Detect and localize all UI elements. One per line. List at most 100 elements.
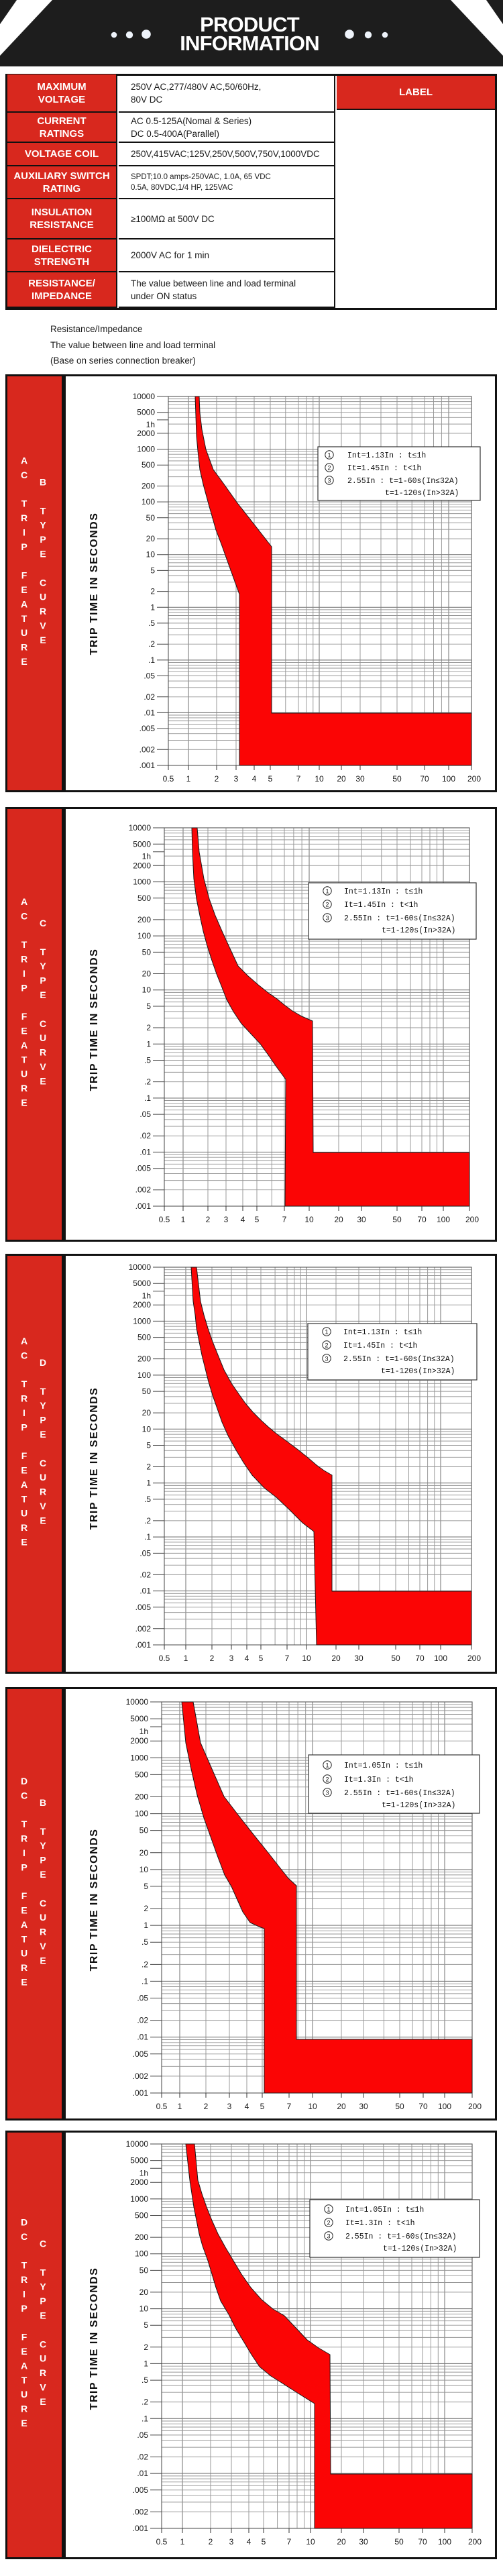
svg-text:5: 5 [268, 774, 273, 784]
svg-text:5: 5 [262, 2537, 266, 2546]
svg-text:I: I [23, 527, 25, 537]
svg-text:C: C [40, 2339, 46, 2349]
svg-text:5000: 5000 [137, 408, 155, 417]
svg-text:2000: 2000 [130, 2178, 148, 2187]
svg-text:C: C [40, 918, 46, 928]
svg-text:TRIP TIME IN SECONDS: TRIP TIME IN SECONDS [89, 2267, 100, 2410]
svg-text:U: U [40, 1472, 46, 1483]
svg-text:.002: .002 [133, 2072, 149, 2081]
svg-text:INFORMATION: INFORMATION [180, 32, 319, 55]
svg-text:2000: 2000 [133, 861, 151, 870]
svg-text:10: 10 [306, 2537, 315, 2546]
svg-text:P: P [40, 975, 46, 986]
svg-text:2000: 2000 [130, 1736, 148, 1746]
svg-text:50: 50 [395, 2102, 404, 2111]
svg-text:T: T [40, 1386, 46, 1397]
svg-text:P: P [21, 1421, 27, 1432]
svg-text:E: E [21, 584, 27, 595]
svg-text:1000: 1000 [133, 1316, 151, 1326]
svg-text:A: A [21, 598, 27, 609]
svg-text:.005: .005 [139, 724, 156, 733]
svg-text:E: E [40, 2396, 46, 2407]
svg-text:T: T [21, 1493, 27, 1504]
svg-text:TRIP TIME IN SECONDS: TRIP TIME IN SECONDS [89, 1387, 100, 1530]
svg-text:30: 30 [354, 1654, 364, 1663]
svg-text:500: 500 [137, 1333, 151, 1342]
svg-text:20: 20 [337, 2537, 346, 2546]
svg-text:5: 5 [144, 2320, 148, 2330]
svg-text:3: 3 [325, 1356, 328, 1362]
svg-text:10: 10 [304, 1215, 314, 1224]
svg-text:1: 1 [186, 774, 191, 784]
svg-text:.1: .1 [142, 2414, 148, 2423]
svg-text:U: U [21, 1069, 27, 1079]
svg-text:2: 2 [204, 2102, 209, 2111]
svg-text:50: 50 [392, 774, 402, 784]
svg-text:5000: 5000 [130, 1714, 148, 1723]
svg-text:P: P [21, 2303, 27, 2314]
svg-text:2: 2 [327, 2220, 330, 2226]
svg-text:I: I [23, 2288, 25, 2299]
svg-text:3: 3 [325, 915, 329, 922]
svg-text:.1: .1 [142, 1976, 148, 1986]
svg-text:2: 2 [325, 1776, 329, 1783]
svg-text:V: V [40, 621, 46, 631]
svg-text:4: 4 [247, 2537, 252, 2546]
svg-text:U: U [40, 1032, 46, 1043]
svg-text:.002: .002 [135, 1185, 152, 1195]
svg-text:2: 2 [144, 2343, 148, 2352]
svg-text:500: 500 [135, 2211, 148, 2220]
svg-text:.1: .1 [144, 1093, 151, 1103]
svg-text:E: E [40, 549, 46, 559]
svg-text:U: U [21, 1508, 27, 1519]
svg-text:.2: .2 [144, 1516, 151, 1525]
svg-text:R: R [21, 2404, 27, 2414]
svg-text:.02: .02 [144, 692, 155, 702]
svg-text:C: C [40, 1458, 46, 1468]
svg-text:.01: .01 [137, 2033, 148, 2042]
svg-text:4: 4 [245, 2102, 249, 2111]
svg-text:U: U [21, 2389, 27, 2400]
svg-text:R: R [21, 642, 27, 653]
svg-text:70: 70 [418, 2537, 427, 2546]
svg-text:500: 500 [142, 460, 155, 470]
svg-text:1h: 1h [142, 1291, 151, 1301]
svg-text:3: 3 [325, 1790, 329, 1796]
svg-text:7: 7 [287, 2102, 292, 2111]
svg-text:100: 100 [137, 931, 151, 941]
svg-text:TRIP TIME IN SECONDS: TRIP TIME IN SECONDS [89, 1829, 100, 1972]
svg-text:D: D [21, 1776, 27, 1786]
svg-text:T: T [40, 505, 46, 516]
svg-text:T: T [40, 947, 46, 957]
svg-text:E: E [40, 1515, 46, 1525]
svg-text:I: I [23, 968, 25, 979]
svg-text:.01: .01 [139, 1587, 151, 1596]
svg-text:.05: .05 [139, 1110, 151, 1119]
svg-text:TRIP TIME IN SECONDS: TRIP TIME IN SECONDS [89, 949, 100, 1091]
svg-text:100: 100 [438, 2537, 451, 2546]
svg-text:20: 20 [337, 2102, 346, 2111]
svg-text:20: 20 [337, 774, 346, 784]
svg-text:It=1.3In : t<1h: It=1.3In : t<1h [344, 1776, 414, 1784]
svg-text:2: 2 [210, 1654, 215, 1663]
svg-text:10000: 10000 [129, 1263, 152, 1272]
svg-text:C: C [21, 1350, 27, 1360]
svg-text:C: C [40, 577, 46, 588]
svg-text:100: 100 [135, 1809, 148, 1819]
svg-text:10: 10 [142, 985, 152, 995]
svg-text:200: 200 [468, 2102, 482, 2111]
svg-text:1: 1 [144, 2359, 148, 2368]
svg-text:P: P [21, 541, 27, 552]
svg-text:70: 70 [417, 1215, 427, 1224]
svg-text:1: 1 [325, 888, 329, 895]
svg-text:1: 1 [180, 2537, 185, 2546]
svg-text:E: E [40, 1869, 46, 1880]
svg-text:3: 3 [224, 1215, 229, 1224]
svg-text:10000: 10000 [129, 823, 152, 833]
svg-text:30: 30 [357, 1215, 366, 1224]
svg-text:U: U [40, 592, 46, 602]
svg-text:20: 20 [146, 534, 156, 543]
svg-text:T: T [21, 2375, 27, 2385]
svg-text:Y: Y [40, 1840, 46, 1851]
svg-text:1000: 1000 [137, 445, 155, 454]
